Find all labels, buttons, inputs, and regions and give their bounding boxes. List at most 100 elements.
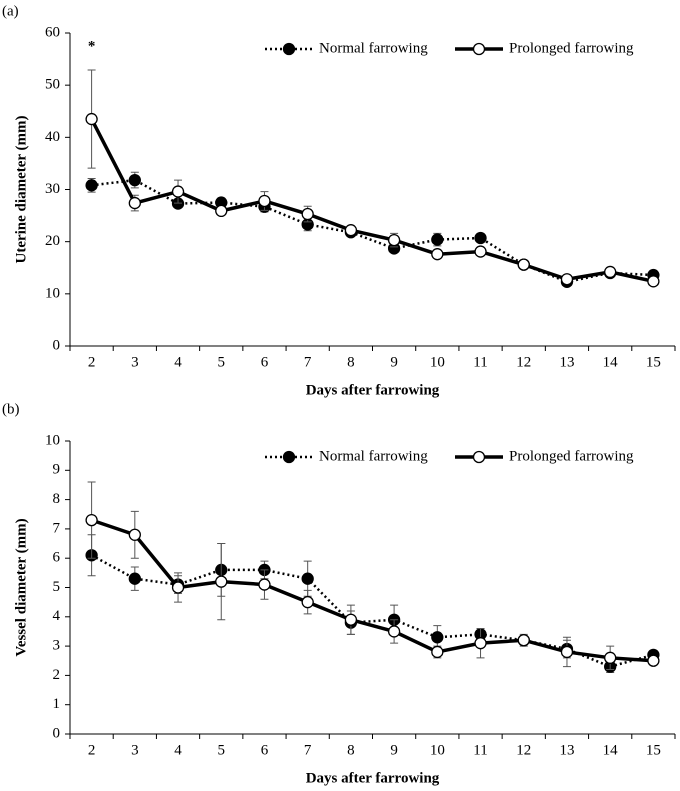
legend-label: Prolonged farrowing <box>509 40 634 56</box>
annotation: * <box>88 38 96 54</box>
x-tick-label: 11 <box>473 742 487 758</box>
point <box>474 637 487 650</box>
panel-label: (a) <box>2 3 19 19</box>
x-tick-label: 13 <box>559 354 574 370</box>
x-tick-label: 8 <box>347 742 355 758</box>
point <box>344 224 358 237</box>
point <box>301 596 314 609</box>
x-tick-label: 5 <box>218 354 226 370</box>
legend-marker <box>282 42 296 56</box>
point <box>128 528 141 541</box>
point <box>431 631 444 644</box>
y-tick-label: 8 <box>53 491 61 507</box>
point <box>431 233 444 246</box>
x-tick-label: 3 <box>131 354 139 370</box>
point <box>604 651 617 664</box>
y-tick-label: 2 <box>53 667 61 683</box>
x-tick-label: 12 <box>516 354 531 370</box>
x-tick-label: 15 <box>646 742 661 758</box>
x-tick-label: 7 <box>304 742 312 758</box>
y-tick-label: 5 <box>53 579 61 595</box>
legend-marker <box>472 42 486 56</box>
x-tick-label: 12 <box>516 742 531 758</box>
point <box>128 173 141 187</box>
x-tick-label: 4 <box>174 354 182 370</box>
y-tick-label: 0 <box>53 337 61 353</box>
point <box>344 613 358 626</box>
x-tick-label: 14 <box>603 354 619 370</box>
x-tick-label: 10 <box>430 742 445 758</box>
point <box>647 275 660 288</box>
point <box>258 578 271 591</box>
y-tick-label: 20 <box>45 233 60 249</box>
point <box>517 634 530 647</box>
x-tick-label: 5 <box>218 742 226 758</box>
point <box>647 654 660 667</box>
x-tick-label: 2 <box>88 742 96 758</box>
point <box>258 194 271 208</box>
y-tick-label: 0 <box>53 725 61 741</box>
legend-label: Normal farrowing <box>319 448 428 464</box>
point <box>301 207 314 221</box>
panel-label: (b) <box>2 401 20 417</box>
x-tick-label: 3 <box>131 742 139 758</box>
point <box>474 231 487 245</box>
x-tick-label: 13 <box>559 742 574 758</box>
point <box>387 625 401 638</box>
point <box>301 572 314 585</box>
point <box>128 196 141 210</box>
legend-marker <box>282 450 296 464</box>
y-tick-label: 10 <box>45 285 60 301</box>
point <box>85 179 98 192</box>
point <box>215 575 228 588</box>
y-axis-title: Vessel diameter (mm) <box>13 518 29 656</box>
y-tick-label: 40 <box>45 129 60 145</box>
x-tick-label: 2 <box>88 354 96 370</box>
legend-label: Prolonged farrowing <box>509 448 634 464</box>
legend-label: Normal farrowing <box>319 40 428 56</box>
y-tick-label: 4 <box>53 608 61 624</box>
x-tick-label: 7 <box>304 354 312 370</box>
point <box>431 248 444 261</box>
x-tick-label: 9 <box>390 742 398 758</box>
x-tick-label: 14 <box>603 742 619 758</box>
point <box>560 273 574 286</box>
point <box>517 258 530 271</box>
point <box>128 572 141 585</box>
series-line <box>91 554 654 668</box>
point <box>215 204 228 218</box>
y-tick-label: 10 <box>45 432 60 448</box>
y-tick-label: 6 <box>53 550 61 566</box>
series-line <box>90 118 654 284</box>
y-tick-label: 50 <box>45 77 60 93</box>
x-axis-title: Days after farrowing <box>306 770 440 786</box>
x-tick-label: 15 <box>646 354 661 370</box>
x-tick-label: 10 <box>430 354 445 370</box>
point <box>85 112 98 126</box>
point <box>171 185 185 198</box>
legend-marker <box>472 450 486 464</box>
x-tick-label: 6 <box>261 354 269 370</box>
point <box>431 645 444 659</box>
x-tick-label: 4 <box>174 742 182 758</box>
y-axis-title: Uterine diameter (mm) <box>13 116 29 264</box>
point <box>604 265 617 279</box>
y-tick-label: 9 <box>53 462 61 478</box>
point <box>474 245 487 258</box>
x-tick-label: 9 <box>390 354 398 370</box>
y-tick-label: 30 <box>45 181 60 197</box>
point <box>171 581 185 594</box>
point <box>560 645 574 659</box>
y-tick-label: 7 <box>53 520 61 536</box>
point <box>85 513 98 527</box>
series-line <box>91 518 654 663</box>
x-tick-label: 8 <box>347 354 355 370</box>
point <box>387 233 401 247</box>
y-tick-label: 1 <box>53 696 61 712</box>
y-tick-label: 60 <box>45 24 60 40</box>
x-axis-title: Days after farrowing <box>306 382 440 398</box>
x-tick-label: 6 <box>261 742 269 758</box>
x-tick-label: 11 <box>473 354 487 370</box>
